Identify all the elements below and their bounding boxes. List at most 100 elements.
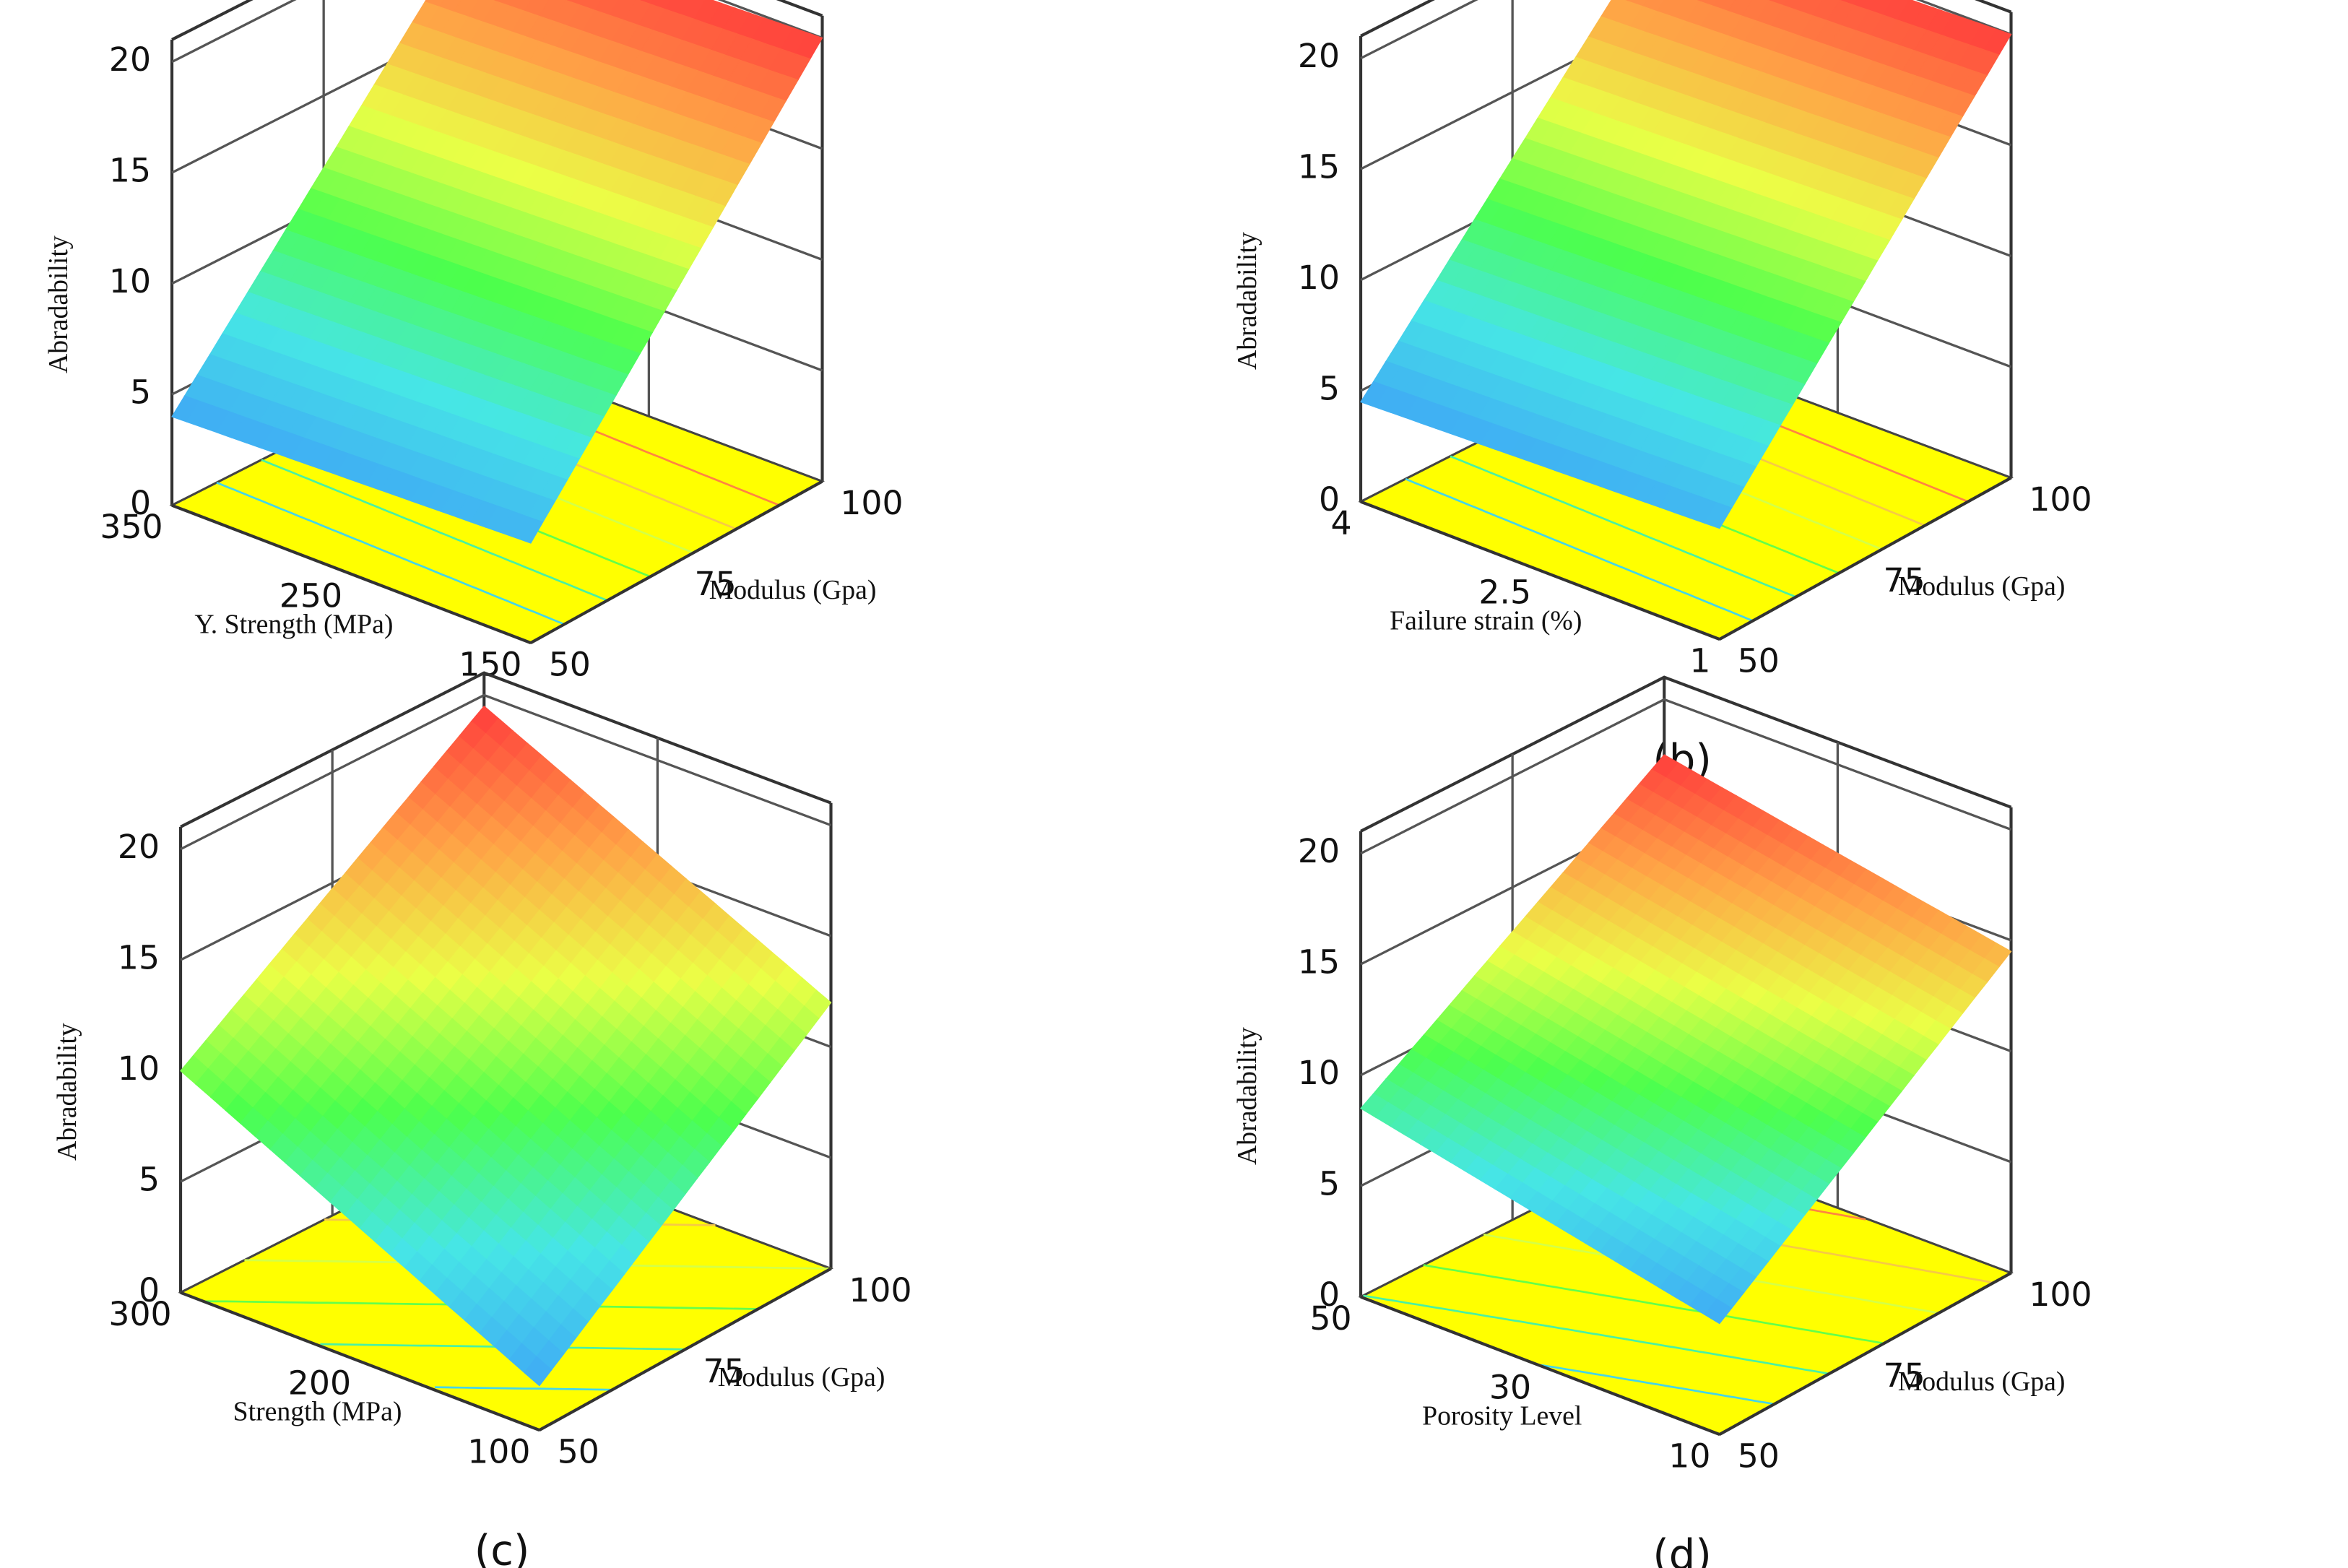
floor-contour-line	[1450, 455, 1797, 598]
z-tick-label: 10	[1298, 1054, 1340, 1092]
floor-contour-line	[261, 459, 608, 602]
x-axis-label: Modulus (Gpa)	[718, 1362, 885, 1392]
z-tick-label: 0	[1319, 1275, 1340, 1314]
y-tick-label: 250	[280, 576, 342, 615]
chart-b: 0 5 10 15 20 Abradability 50 75 100 Modulus (Gpa)…	[1232, 0, 2092, 784]
z-tick-label: 15	[1298, 148, 1340, 186]
x-tick-label: 75	[1884, 561, 1925, 599]
plot-group: 0 5 10 15 20 Abradability 50 75 100 Modulus (Gpa)…	[1232, 675, 2092, 1568]
x-axis-label: Modulus (Gpa)	[1898, 1366, 2066, 1397]
z-axis-label: Abradability	[1232, 1027, 1262, 1165]
panel-b: 0 5 10 15 20 Abradability 50 75 100 Modulus (Gpa)…	[1174, 0, 2348, 784]
floor-contour-line	[1541, 1364, 1775, 1405]
y-tick-label: 200	[288, 1364, 351, 1402]
z-tick-label: 10	[118, 1049, 160, 1088]
x-tick-label: 50	[558, 1433, 599, 1471]
panel-a: 0 5 10 15 20 Abradability 50 75 100 Modulus (Gpa)…	[0, 0, 1174, 787]
z-tick-label: 5	[130, 373, 151, 412]
x-axis-line	[1718, 1271, 2012, 1436]
z-tick-label: 0	[1319, 480, 1340, 519]
z-axis-label: Abradability	[1232, 232, 1262, 370]
floor-contour-line	[216, 481, 565, 625]
panel-c: 0 5 10 15 20 Abradability 50 75 100 Modulus (Gpa)…	[0, 671, 1174, 1568]
chart-d: 0 5 10 15 20 Abradability 50 75 100 Modulus (Gpa)…	[1232, 675, 2092, 1568]
y-tick-label: 50	[1309, 1299, 1351, 1338]
z-tick-label: 20	[1298, 832, 1340, 870]
y-tick-label: 30	[1489, 1368, 1531, 1406]
x-axis-label: Modulus (Gpa)	[1898, 571, 2066, 602]
z-tick-label: 20	[1298, 37, 1340, 75]
y-tick-label: 100	[467, 1433, 530, 1471]
x-axis-label: Modulus (Gpa)	[709, 575, 877, 605]
z-tick-label: 10	[1298, 259, 1340, 297]
z-tick-label: 15	[1298, 943, 1340, 982]
surface-patch	[1704, 1298, 1733, 1325]
y-axis-label: Failure strain (%)	[1390, 605, 1582, 636]
z-tick-label: 0	[130, 484, 151, 522]
z-axis-label: Abradability	[52, 1023, 82, 1161]
response-surface	[1360, 754, 2012, 1325]
x-tick-label: 100	[840, 484, 903, 522]
z-axis-label: Abradability	[43, 235, 74, 373]
x-tick-label: 50	[1738, 642, 1780, 680]
panel-d: 0 5 10 15 20 Abradability 50 75 100 Modulus (Gpa)…	[1174, 675, 2348, 1568]
plot-group: 0 5 10 15 20 Abradability 50 75 100 Modulus (Gpa)…	[43, 0, 904, 787]
z-tick-label: 5	[1319, 1165, 1340, 1203]
y-axis-line	[1360, 500, 1720, 641]
floor-contour-line	[1423, 1264, 1884, 1345]
y-tick-label: 10	[1668, 1437, 1710, 1476]
z-tick-label: 10	[109, 262, 151, 300]
chart-c: 0 5 10 15 20 Abradability 50 75 100 Modulus (Gpa)…	[52, 671, 912, 1568]
plot-group: 0 5 10 15 20 Abradability 50 75 100 Modulus (Gpa)…	[52, 671, 912, 1568]
y-tick-label: 1	[1689, 642, 1710, 680]
y-tick-label: 4	[1331, 504, 1352, 542]
z-gridline	[171, 0, 823, 64]
response-surface	[171, 0, 823, 544]
z-tick-label: 5	[139, 1161, 160, 1199]
z-gridline	[1360, 698, 2012, 855]
panel-label: (c)	[475, 1526, 530, 1568]
y-axis-label: Strength (MPa)	[233, 1396, 402, 1426]
x-tick-label: 75	[695, 565, 737, 603]
floor-contour-line	[1405, 477, 1754, 622]
z-tick-label: 0	[139, 1271, 160, 1309]
floor-contour-line	[1363, 1294, 1829, 1375]
x-tick-label: 75	[703, 1352, 745, 1390]
y-tick-label: 300	[108, 1295, 171, 1333]
surface-patch	[524, 1356, 553, 1387]
x-tick-label: 100	[2029, 480, 2092, 519]
y-tick-label: 350	[100, 508, 163, 546]
z-tick-label: 20	[118, 828, 160, 866]
floor-contour-line	[434, 1386, 612, 1391]
y-axis-label: Porosity Level	[1422, 1400, 1582, 1431]
z-gridline	[180, 693, 832, 851]
y-tick-label: 2.5	[1478, 573, 1531, 611]
x-tick-label: 100	[2029, 1275, 2092, 1314]
y-tick-label: 150	[459, 646, 521, 684]
x-axis-line	[538, 1267, 832, 1431]
axis-edge	[180, 671, 832, 828]
x-axis-line	[1718, 476, 2012, 641]
y-axis-line	[180, 1291, 540, 1432]
axis-edge	[1360, 675, 2012, 833]
z-tick-label: 5	[1319, 370, 1340, 408]
y-axis-line	[171, 503, 532, 645]
z-tick-label: 15	[118, 939, 160, 977]
x-axis-line	[529, 480, 823, 644]
x-tick-label: 50	[1738, 1437, 1780, 1476]
z-gridline	[1360, 0, 2012, 60]
chart-a: 0 5 10 15 20 Abradability 50 75 100 Modulus (Gpa)…	[43, 0, 904, 787]
response-surface	[1360, 0, 2012, 529]
x-tick-label: 75	[1884, 1356, 1925, 1395]
y-axis-line	[1360, 1295, 1720, 1437]
panel-label: (d)	[1652, 1530, 1712, 1568]
z-tick-label: 15	[109, 152, 151, 190]
y-axis-label: Y. Strength (MPa)	[194, 609, 393, 639]
surface-patch	[1704, 502, 1733, 529]
response-surface	[180, 705, 832, 1387]
x-tick-label: 50	[549, 646, 591, 684]
z-tick-label: 20	[109, 40, 151, 79]
x-tick-label: 100	[849, 1271, 911, 1309]
surface-patch	[515, 516, 544, 544]
